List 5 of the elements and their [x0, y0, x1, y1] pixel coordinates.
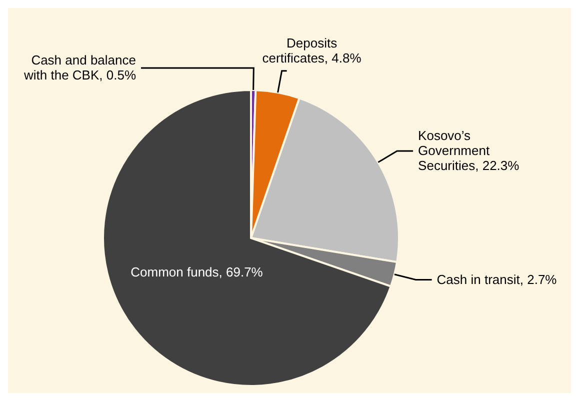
slice-label: Cash and balance with the CBK, 0.5%	[23, 52, 136, 83]
slice-label: Kosovo’s Government Securities, 22.3%	[418, 128, 520, 174]
slice-label: Cash in transit, 2.7%	[436, 272, 558, 287]
slice-label: Common funds, 69.7%	[130, 264, 264, 280]
slice-label: Deposits certificates, 4.8%	[262, 35, 362, 66]
